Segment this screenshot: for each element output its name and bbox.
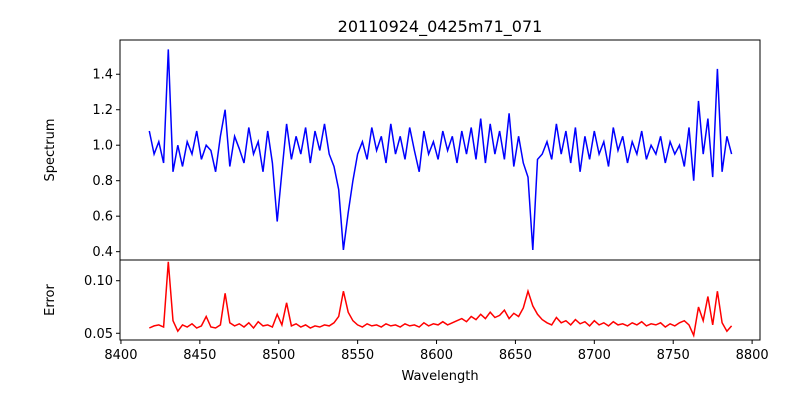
error-axes: 0.05 0.10 8400 8450 8500 8550 8600 8650 8700 8750… xyxy=(84,259,769,363)
y-tick-label: 0.05 xyxy=(84,327,113,342)
y-tick-label: 0.10 xyxy=(84,274,113,289)
x-axis-label: Wavelength xyxy=(401,369,478,384)
spectrum-axes: 0.4 0.6 0.8 1.0 1.2 1.4 xyxy=(92,39,761,261)
spectrum-series-line xyxy=(148,49,733,250)
y-tick-label: 1.0 xyxy=(92,139,113,154)
y-tick-label: 1.4 xyxy=(92,68,113,83)
y-tick-label: 0.4 xyxy=(92,245,113,260)
x-tick-label: 8550 xyxy=(341,348,374,363)
x-tick-label: 8650 xyxy=(499,348,532,363)
x-tick-label: 8400 xyxy=(104,348,137,363)
x-tick-label: 8700 xyxy=(578,348,611,363)
error-series-line xyxy=(148,261,733,338)
bottom-y-axis-label: Error xyxy=(43,284,58,316)
x-tick-label: 8750 xyxy=(657,348,690,363)
top-y-axis-label: Spectrum xyxy=(43,119,58,182)
y-tick-label: 0.6 xyxy=(92,210,113,225)
y-tick-label: 0.8 xyxy=(92,174,113,189)
x-tick-label: 8600 xyxy=(420,348,453,363)
x-tick-label: 8500 xyxy=(262,348,295,363)
chart-title: 20110924_0425m71_071 xyxy=(338,17,543,37)
x-tick-label: 8800 xyxy=(736,348,769,363)
x-tick-label: 8450 xyxy=(183,348,216,363)
axes-frame xyxy=(119,259,761,341)
y-tick-label: 1.2 xyxy=(92,103,113,118)
